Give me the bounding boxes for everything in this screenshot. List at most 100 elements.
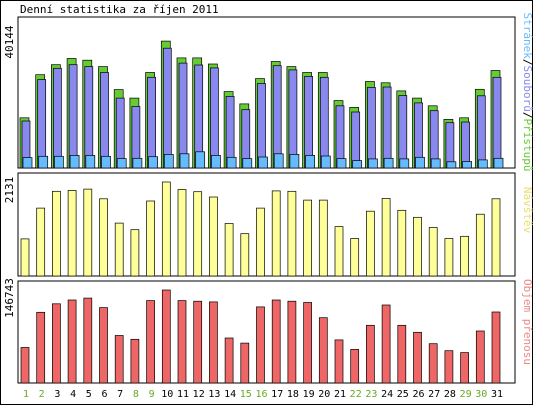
x-tick-label-17: 17 (271, 389, 283, 400)
x-tick-label-11: 11 (177, 389, 189, 400)
visits-návštěv-bar-11 (177, 189, 187, 277)
visits-návštěv-bar-3 (52, 190, 61, 277)
hits-souborů-bar-4 (68, 64, 78, 169)
x-tick-label-6: 6 (101, 389, 107, 400)
hits-souborů-bar-31 (492, 76, 502, 169)
visits-návštěv-bar-8 (130, 229, 140, 277)
hits-stránek-bar-20 (320, 155, 331, 169)
x-tick-label-7: 7 (117, 389, 123, 400)
visits-návštěv-bar-27 (428, 227, 438, 277)
visits-návštěv-bar-1 (20, 238, 30, 277)
hits-stránek-bar-10 (163, 154, 174, 169)
hits-stránek-bar-25 (399, 158, 410, 169)
hits-souborů-bar-22 (351, 111, 361, 169)
hits-stránek-bar-16 (258, 156, 268, 169)
chart-title: Denní statistika za říjen 2011 (20, 3, 219, 16)
bytes-objem-přenosu-bar-1 (20, 347, 30, 384)
x-axis-labels: 1 2 3 4 5 6 7 8 9 10 11 12 13 14 15 16 17 18 19 20 21 22 23 24 2… (23, 389, 503, 400)
x-tick-label-27: 27 (428, 389, 440, 400)
hits-souborů-bar-29 (461, 121, 470, 169)
bytes-objem-přenosu-bar-21 (334, 339, 344, 384)
bytes-objem-přenosu-bar-24 (381, 304, 391, 384)
bytes-objem-přenosu-bar-10 (161, 289, 171, 384)
bytes-objem-přenosu-bar-27 (428, 343, 438, 384)
x-tick-label-21: 21 (334, 389, 346, 400)
x-tick-label-28: 28 (444, 389, 456, 400)
bytes-objem-přenosu-bar-23 (366, 324, 375, 384)
bytes-objem-přenosu-bar-7 (114, 335, 124, 384)
x-tick-label-15: 15 (240, 389, 252, 400)
hits-souborů-bar-17 (272, 65, 282, 169)
bytes-objem-přenosu-bar-4 (67, 299, 77, 384)
hits-souborů-bar-19 (304, 76, 313, 169)
x-tick-label-31: 31 (491, 389, 503, 400)
hits-souborů-bar-9 (147, 76, 156, 169)
bytes-objem-přenosu-bar-28 (444, 350, 454, 384)
x-tick-label-2: 2 (39, 389, 45, 400)
visits-návštěv-bar-25 (397, 209, 407, 277)
hits-souborů-bar-30 (476, 95, 486, 169)
bytes-objem-přenosu-bar-17 (271, 299, 281, 384)
hits-stránek-bar-17 (273, 153, 284, 169)
x-tick-label-29: 29 (460, 389, 472, 400)
visits-návštěv-bar-4 (67, 190, 77, 277)
visits-návštěv-bar-12 (193, 191, 203, 277)
visits-návštěv-bar-28 (444, 238, 454, 277)
bytes-objem-přenosu-bar-11 (177, 300, 187, 384)
x-tick-label-14: 14 (224, 389, 236, 400)
hits-stránek-bar-8 (132, 157, 143, 169)
bytes-objem-přenosu-bar-29 (460, 352, 469, 384)
visits-návštěv-bar-26 (413, 216, 422, 277)
bytes-objem-přenosu-bar-31 (491, 311, 501, 384)
x-tick-label-13: 13 (208, 389, 220, 400)
bytes-ymax-label: 146743 (3, 278, 16, 318)
visits-panel-frame (17, 172, 516, 277)
bytes-objem-přenosu-bar-9 (146, 300, 155, 384)
hits-stránek-bar-19 (305, 155, 315, 169)
x-tick-label-26: 26 (412, 389, 424, 400)
visits-návštěv-bar-15 (240, 233, 250, 277)
visits-návštěv-bar-20 (318, 199, 328, 277)
bytes-legend: Objem přenosu (521, 279, 533, 365)
visits-návštěv-bar-7 (114, 222, 124, 277)
hits-stránek-bar-2 (38, 155, 49, 169)
hits-legend: Stránek/Souborů/Přístupů (521, 13, 533, 172)
visits-návštěv-bar-19 (303, 199, 312, 277)
bytes-objem-přenosu-bar-8 (130, 338, 140, 384)
bytes-objem-přenosu-bar-18 (287, 300, 297, 384)
hits-stránek-bar-21 (336, 158, 347, 169)
hits-ymax-label: 40144 (3, 25, 16, 58)
x-tick-label-10: 10 (161, 389, 173, 400)
legend-pages: Stránek (521, 13, 533, 60)
hits-stránek-bar-29 (462, 161, 472, 169)
visits-návštěv-bar-21 (334, 226, 344, 277)
visits-návštěv-bar-29 (460, 235, 469, 277)
hits-stránek-bar-5 (85, 155, 96, 169)
visits-návštěv-bar-30 (475, 213, 485, 277)
hits-stránek-bar-24 (383, 157, 394, 169)
hits-souborů-bar-18 (288, 69, 298, 169)
hits-souborů-bar-24 (382, 86, 392, 169)
visits-návštěv-bar-17 (271, 190, 281, 277)
x-tick-label-1: 1 (23, 389, 29, 400)
hits-stránek-bar-3 (54, 155, 64, 169)
visits-návštěv-bar-18 (287, 190, 297, 277)
hits-stránek-bar-15 (242, 158, 253, 169)
hits-stránek-bar-14 (226, 156, 237, 169)
x-tick-label-24: 24 (381, 389, 393, 400)
visits-návštěv-bar-16 (256, 207, 265, 277)
hits-stránek-bar-13 (211, 155, 221, 169)
hits-stránek-bar-22 (352, 160, 363, 169)
visits-návštěv-bar-13 (209, 196, 218, 277)
bytes-objem-přenosu-bar-15 (240, 342, 250, 384)
hits-stránek-bar-4 (69, 155, 80, 169)
hits-souborů-bar-13 (210, 67, 219, 169)
bytes-objem-přenosu-bar-25 (397, 324, 407, 384)
hits-souborů-bar-7 (115, 97, 125, 169)
visits-návštěv-bar-24 (381, 198, 391, 277)
visits-návštěv-bar-2 (36, 207, 46, 277)
hits-souborů-bar-6 (100, 72, 109, 169)
bars-layer (19, 40, 504, 384)
x-tick-label-22: 22 (350, 389, 362, 400)
